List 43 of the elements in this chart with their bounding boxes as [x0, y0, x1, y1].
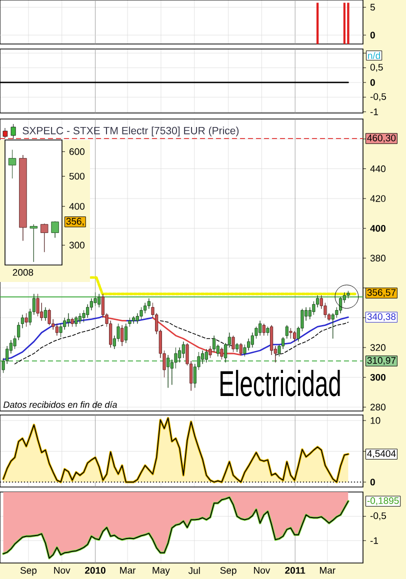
y-tick-label: 0,5	[370, 64, 383, 72]
y-tick-label: 400	[69, 202, 84, 210]
y-tick-label: -0,5	[370, 512, 386, 520]
y-tick-label: 0	[370, 478, 375, 486]
x-tick-label: Nov	[54, 567, 70, 574]
ref-line-label: 310,97	[367, 357, 396, 365]
x-tick-label: 2011	[285, 567, 306, 574]
annotation: 4,5404	[367, 450, 396, 458]
x-tick-label: Sep	[20, 567, 37, 576]
x-tick-label: May	[152, 567, 170, 576]
y-tick-label: 320	[370, 344, 386, 351]
y-tick-label: 420	[370, 195, 386, 202]
x-tick-label: Mar	[320, 567, 336, 574]
y-tick-label: 600	[70, 148, 84, 155]
y-tick-label: 0	[370, 79, 375, 86]
y-tick-label: 500	[69, 172, 84, 180]
text: n/d	[368, 52, 380, 59]
x-tick-label: 2010	[85, 567, 106, 574]
annotation: 356,	[66, 218, 84, 226]
text: SXPELC - STXE TM Electr [7530] EUR (Price)	[22, 126, 239, 136]
y-tick-label: 300	[69, 242, 84, 249]
annotation: 340,38	[367, 313, 396, 322]
y-tick-label: -1	[370, 108, 378, 116]
x-tick-label: Jul	[188, 567, 200, 574]
x-tick-label: Sep	[220, 567, 236, 576]
text: -0,1895	[367, 497, 399, 506]
y-tick-label: 10	[370, 417, 380, 424]
y-tick-label: 280	[370, 404, 386, 410]
x-tick-label: Mar	[120, 567, 136, 574]
y-tick-label: -0,5	[370, 93, 386, 102]
y-tick-label: 0	[370, 32, 375, 38]
y-tick-label: 440	[370, 165, 386, 172]
annotation: Electricidad	[220, 370, 340, 396]
y-tick-label: -1	[370, 537, 378, 544]
y-tick-label: 400	[370, 224, 386, 232]
y-tick-label: 5	[370, 4, 375, 11]
y-tick-label: 300	[370, 374, 386, 381]
x-tick-label: 2008	[12, 269, 34, 276]
x-tick-label: Nov	[254, 567, 270, 574]
y-tick-label: 380	[370, 254, 386, 262]
ref-line-label: 460,30	[367, 134, 396, 142]
annotation: Datos recibidos en fin de día	[3, 401, 117, 408]
annotation: 356,57	[367, 289, 396, 297]
